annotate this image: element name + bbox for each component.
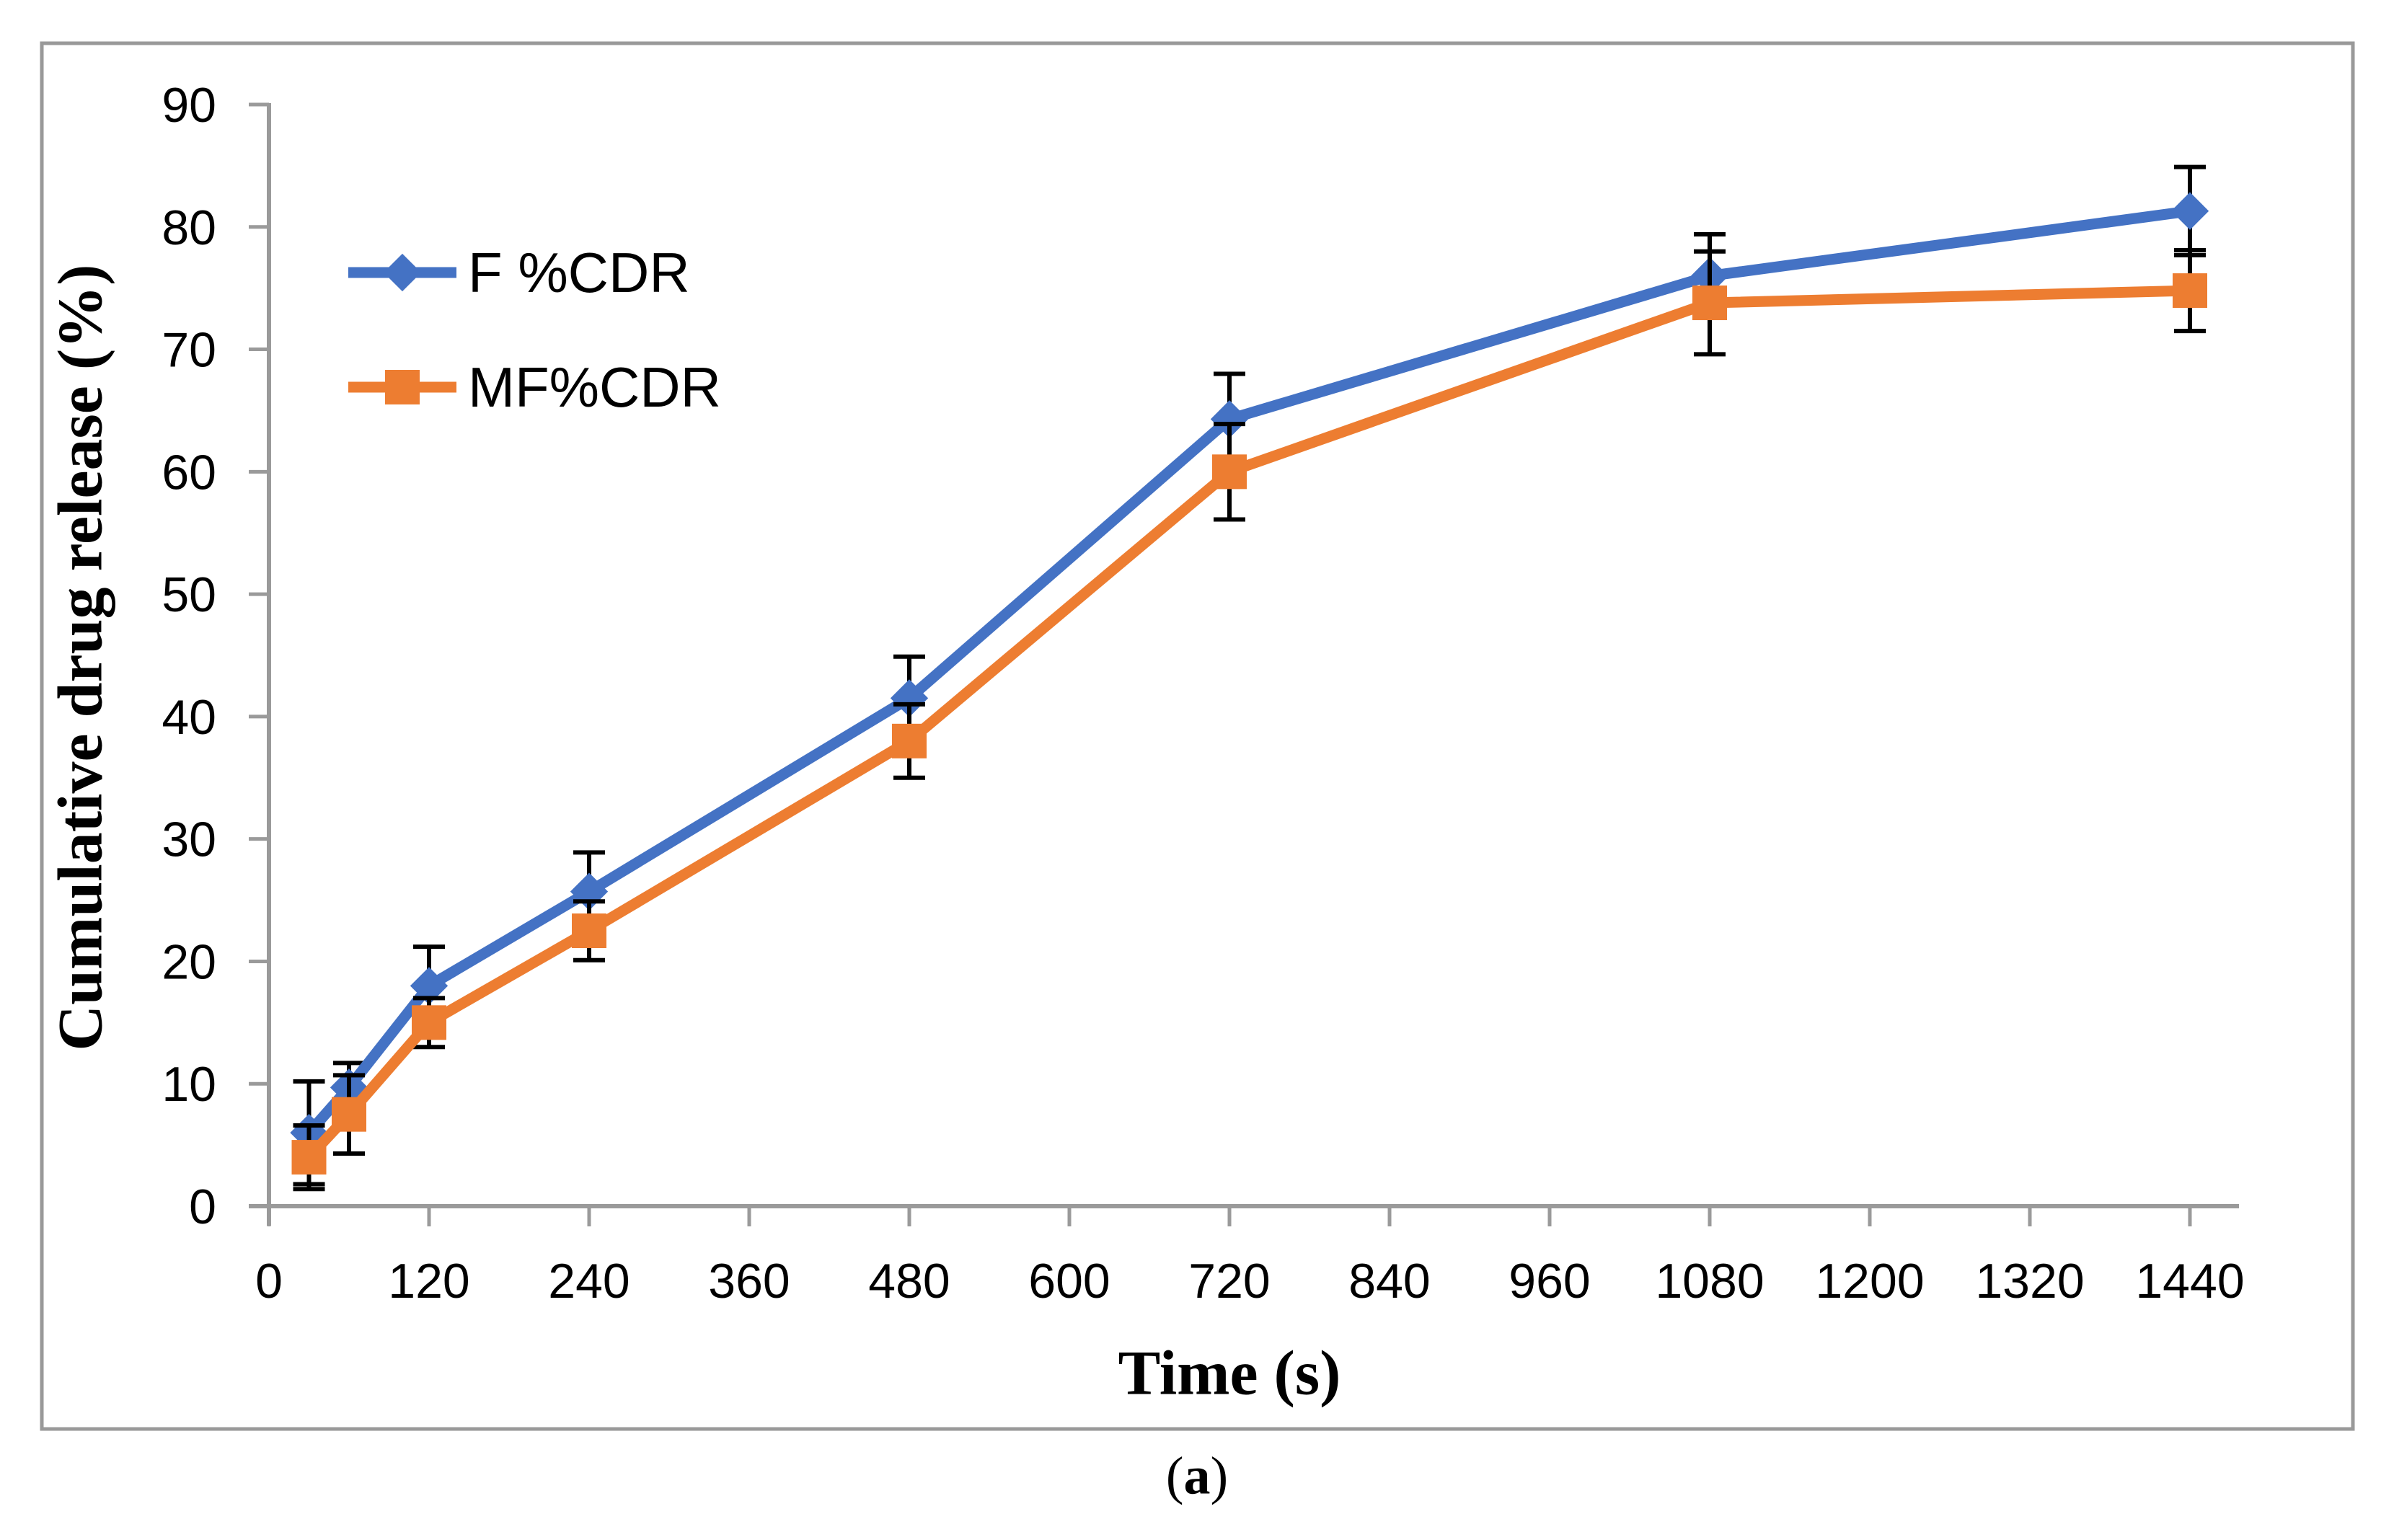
legend-label-f-cdr: F %CDR: [468, 240, 690, 304]
data-point-square-marker: [1692, 286, 1727, 321]
y-tick-label: 90: [162, 78, 216, 133]
y-tick-label: 10: [162, 1057, 216, 1112]
x-tick-label: 1080: [1655, 1254, 1764, 1309]
x-tick-label: 240: [548, 1254, 630, 1309]
x-tick-label: 1440: [2135, 1254, 2244, 1309]
series-line: [304, 205, 2196, 1138]
x-tick-label: 360: [708, 1254, 790, 1309]
x-tick-label: 1320: [1975, 1254, 2084, 1309]
x-tick-label: 840: [1348, 1254, 1430, 1309]
data-point-square-marker: [2173, 273, 2207, 309]
x-tick-label: 0: [255, 1254, 283, 1309]
data-point-diamond-marker: [890, 679, 929, 717]
legend-item-mf-cdr: MF%CDR: [348, 348, 721, 427]
y-tick-label: 40: [162, 690, 216, 745]
caption-paren-open: (: [1165, 1446, 1184, 1506]
legend-sample-f-cdr: [348, 253, 456, 292]
data-point-diamond-marker: [1210, 400, 1249, 438]
x-tick-label: 600: [1028, 1254, 1110, 1309]
x-tick-label: 480: [868, 1254, 950, 1309]
y-tick-label: 0: [189, 1180, 216, 1234]
legend-label-mf-cdr: MF%CDR: [468, 355, 721, 419]
data-point-diamond-marker: [2170, 192, 2209, 230]
y-tick-label: 20: [162, 934, 216, 989]
data-point-square-marker: [291, 1140, 327, 1175]
data-point-square-marker: [412, 1005, 446, 1040]
y-tick-label: 60: [162, 445, 216, 500]
data-point-diamond-marker: [410, 967, 449, 1005]
data-point-square-marker: [892, 723, 927, 758]
legend-square-marker-icon: [385, 370, 420, 404]
caption-paren-close: ): [1210, 1446, 1229, 1506]
y-tick-label: 80: [162, 200, 216, 255]
data-point-square-marker: [572, 913, 606, 948]
x-tick-label: 1200: [1815, 1254, 1924, 1309]
figure-border: [40, 41, 2355, 1431]
figure-caption: (a): [1166, 1446, 1228, 1508]
data-point-square-marker: [332, 1097, 366, 1132]
y-axis-title: Cumulative drug release (%): [45, 264, 116, 1051]
legend-item-f-cdr: F %CDR: [348, 233, 690, 312]
y-tick-label: 70: [162, 323, 216, 378]
x-tick-label: 720: [1188, 1254, 1270, 1309]
x-tick-label: 120: [388, 1254, 469, 1309]
legend-diamond-marker-icon: [383, 253, 422, 292]
x-axis-title: Time (s): [1118, 1338, 1341, 1409]
x-tick-label: 960: [1509, 1254, 1590, 1309]
data-point-square-marker: [1212, 454, 1247, 490]
legend-sample-mf-cdr: [348, 370, 456, 404]
caption-letter: a: [1183, 1446, 1211, 1506]
y-tick-label: 30: [162, 813, 216, 867]
y-tick-label: 50: [162, 567, 216, 622]
